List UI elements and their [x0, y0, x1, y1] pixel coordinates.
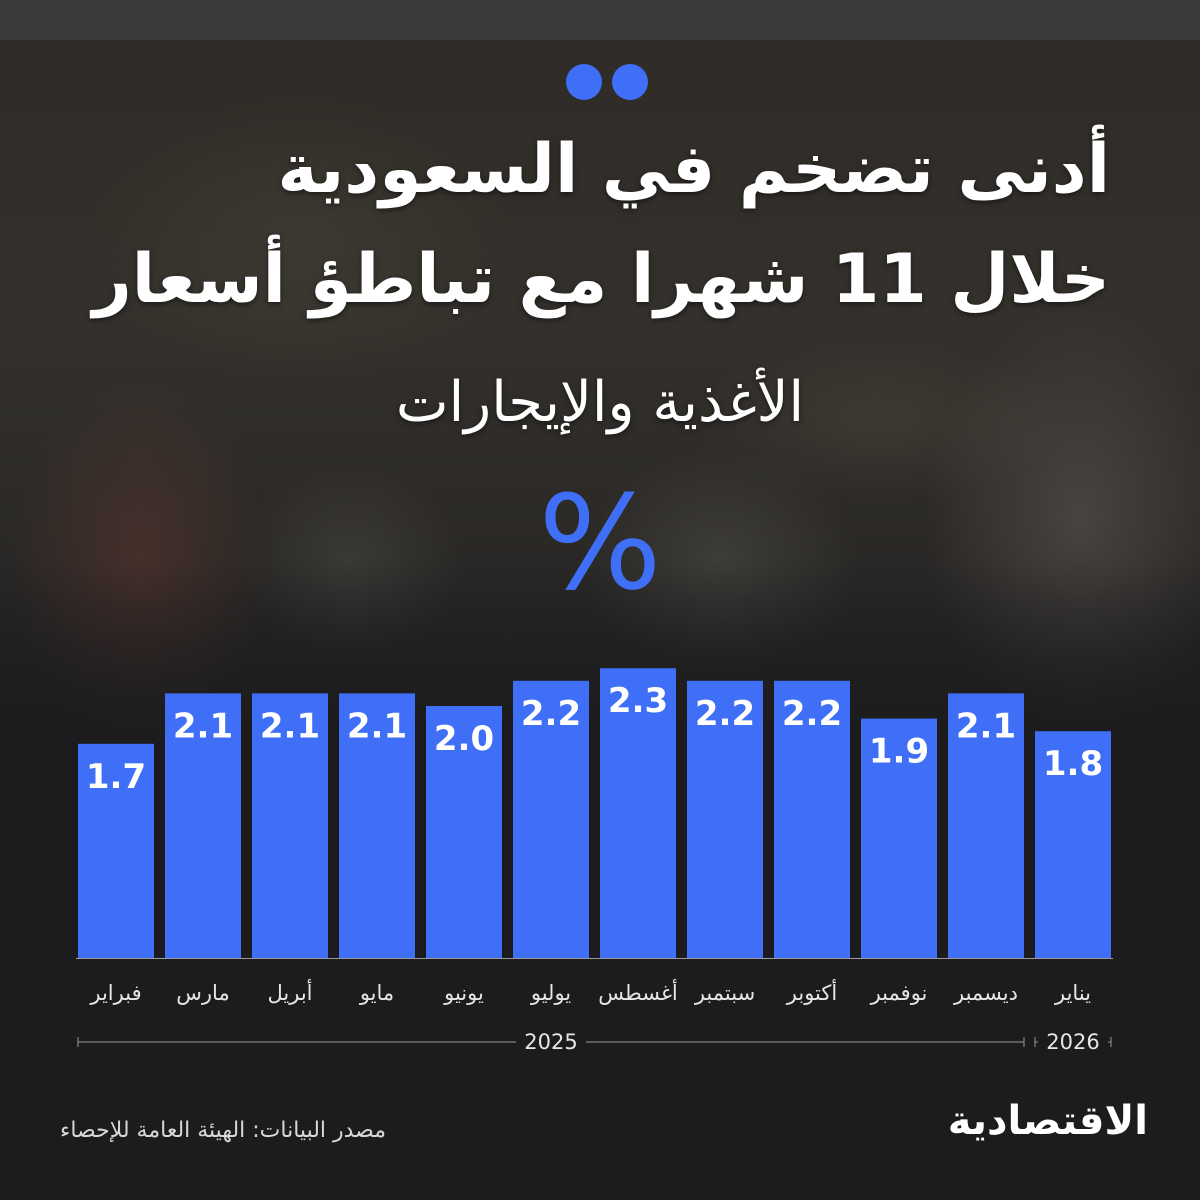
- brand-dots: [566, 64, 648, 100]
- bar: [861, 718, 937, 958]
- bar: [339, 693, 415, 958]
- bar-value-label: 2.2: [695, 694, 755, 734]
- year-group-label: 2025: [524, 1030, 577, 1054]
- x-tick-label: أغسطس: [598, 979, 678, 1005]
- brand-dot: [612, 64, 648, 100]
- x-tick-label: مايو: [359, 981, 394, 1005]
- bar-value-label: 1.7: [86, 757, 146, 797]
- bar-value-label: 2.3: [608, 681, 668, 721]
- x-tick-label: نوفمبر: [870, 981, 928, 1005]
- bar-value-label: 2.1: [260, 706, 320, 746]
- x-tick-label: فبراير: [89, 981, 141, 1005]
- x-tick-label: يونيو: [443, 981, 484, 1005]
- page-title-line-1: أدنى تضخم في السعودية: [277, 130, 1110, 209]
- x-tick-label: أبريل: [267, 979, 312, 1005]
- bar: [1035, 731, 1111, 958]
- x-tick-label: أكتوبر: [786, 979, 837, 1005]
- bar: [600, 668, 676, 958]
- data-source: مصدر البيانات: الهيئة العامة للإحصاء: [60, 1118, 387, 1143]
- top-bar: [0, 0, 1200, 40]
- year-group-label: 2026: [1046, 1030, 1099, 1054]
- bar: [687, 680, 763, 958]
- x-tick-label: يناير: [1054, 981, 1091, 1005]
- page-subtitle: الأغذية والإيجارات: [395, 370, 805, 435]
- bar: [426, 706, 502, 958]
- bar-value-label: 1.9: [869, 732, 929, 772]
- bar: [252, 693, 328, 958]
- x-tick-label: سبتمبر: [694, 981, 755, 1005]
- bar-value-label: 2.1: [173, 706, 233, 746]
- page-title-line-2: خلال 11 شهرا مع تباطؤ أسعار: [92, 240, 1110, 319]
- bar-value-label: 2.1: [347, 706, 407, 746]
- x-tick-label: يوليو: [530, 981, 571, 1005]
- bar-value-label: 2.1: [956, 706, 1016, 746]
- brand-logo: الاقتصادية: [947, 1098, 1148, 1144]
- bar-value-label: 2.0: [434, 719, 494, 759]
- bar: [513, 680, 589, 958]
- bar: [165, 693, 241, 958]
- x-tick-label: مارس: [176, 981, 229, 1005]
- brand-dot: [566, 64, 602, 100]
- bar-value-label: 2.2: [521, 694, 581, 734]
- bar: [78, 743, 154, 958]
- x-tick-label: ديسمبر: [953, 981, 1018, 1005]
- bar: [774, 680, 850, 958]
- bar-value-label: 2.2: [782, 694, 842, 734]
- bar-value-label: 1.8: [1043, 744, 1103, 784]
- bar: [948, 693, 1024, 958]
- percent-symbol: %: [538, 467, 662, 619]
